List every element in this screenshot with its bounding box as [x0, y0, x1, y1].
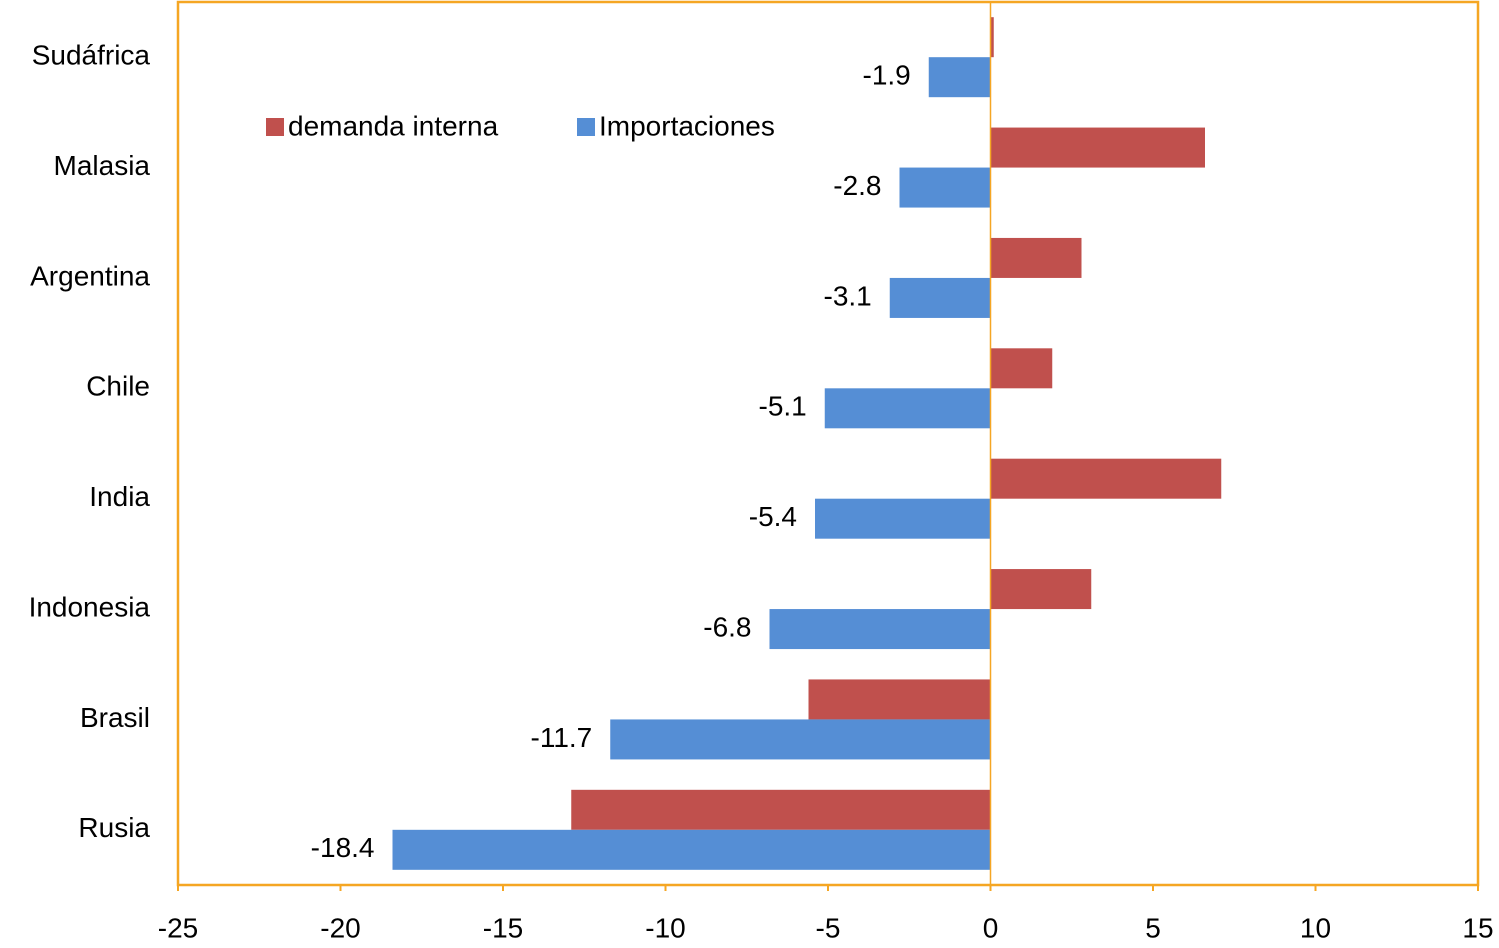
bar [392, 829, 991, 870]
data-label: -11.7 [531, 722, 593, 753]
x-tick-label: -20 [320, 912, 360, 943]
y-tick-label: Rusia [78, 812, 150, 843]
data-label: -18.4 [311, 832, 375, 863]
x-tick-label: 5 [1145, 912, 1161, 943]
legend-label: Importaciones [599, 110, 775, 141]
bar [899, 167, 991, 208]
y-tick-label: Brasil [80, 702, 150, 733]
x-tick-label: -25 [158, 912, 198, 943]
legend-label: demanda interna [288, 110, 499, 141]
plot-frame [176, 0, 1480, 887]
y-tick-label: Sudáfrica [32, 40, 151, 71]
bar [824, 388, 991, 429]
bar [889, 277, 991, 318]
data-label: -5.4 [749, 501, 797, 532]
y-tick-label: Chile [86, 371, 150, 402]
bar [769, 609, 991, 650]
bar [928, 57, 991, 98]
bar [990, 348, 1053, 389]
bar [990, 458, 1222, 499]
data-label: -1.9 [863, 60, 911, 91]
data-label: -2.8 [833, 170, 881, 201]
bar [990, 237, 1082, 278]
bar [571, 789, 991, 830]
x-tick-label: -5 [816, 912, 841, 943]
data-label: -5.1 [759, 391, 807, 422]
y-tick-label: India [89, 481, 150, 512]
x-tick-label: -15 [483, 912, 523, 943]
data-label: -6.8 [703, 611, 751, 642]
data-label: -3.1 [824, 280, 872, 311]
y-tick-label: Malasia [54, 150, 151, 181]
x-tick-label: -10 [645, 912, 685, 943]
bar [815, 498, 991, 539]
x-tick-label: 0 [983, 912, 999, 943]
y-tick-label: Argentina [30, 260, 150, 291]
legend-swatch [266, 118, 284, 136]
legend-swatch [577, 118, 595, 136]
bar [990, 17, 994, 58]
x-tick-label: 10 [1300, 912, 1331, 943]
y-tick-label: Indonesia [29, 591, 151, 622]
bar [990, 127, 1205, 168]
x-tick-label: 15 [1462, 912, 1493, 943]
bar [610, 719, 991, 760]
bar [990, 569, 1092, 610]
bar [808, 679, 991, 720]
